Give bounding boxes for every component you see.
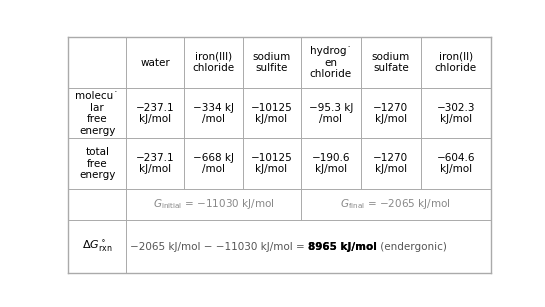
Text: −190.6
kJ/mol: −190.6 kJ/mol [312, 153, 350, 174]
Text: sodium
sulfite: sodium sulfite [252, 52, 290, 73]
Text: −604.6
kJ/mol: −604.6 kJ/mol [437, 153, 475, 174]
Text: sodium
sulfate: sodium sulfate [372, 52, 410, 73]
Text: −237.1
kJ/mol: −237.1 kJ/mol [136, 153, 174, 174]
Text: 8965 kJ/mol: 8965 kJ/mol [308, 242, 377, 252]
Text: −334 kJ
/mol: −334 kJ /mol [193, 103, 234, 124]
Text: −2065 kJ/mol − −11030 kJ/mol =: −2065 kJ/mol − −11030 kJ/mol = [130, 242, 308, 252]
Text: hydrog˙
en
chloride: hydrog˙ en chloride [310, 46, 352, 79]
Text: −1270
kJ/mol: −1270 kJ/mol [373, 153, 408, 174]
Text: (endergonic): (endergonic) [377, 242, 447, 252]
Text: molecu˙
lar
free
energy: molecu˙ lar free energy [76, 91, 119, 136]
Text: −302.3
kJ/mol: −302.3 kJ/mol [437, 103, 475, 124]
Text: total
free
energy: total free energy [79, 147, 116, 180]
Text: −1270
kJ/mol: −1270 kJ/mol [373, 103, 408, 124]
Text: −668 kJ
/mol: −668 kJ /mol [193, 153, 234, 174]
Text: −237.1
kJ/mol: −237.1 kJ/mol [136, 103, 174, 124]
Text: iron(III)
chloride: iron(III) chloride [192, 52, 234, 73]
Text: −10125
kJ/mol: −10125 kJ/mol [251, 153, 293, 174]
Text: iron(II)
chloride: iron(II) chloride [434, 52, 477, 73]
Text: −95.3 kJ
/mol: −95.3 kJ /mol [308, 103, 353, 124]
Text: $G_\mathrm{final}$ = −2065 kJ/mol: $G_\mathrm{final}$ = −2065 kJ/mol [340, 197, 451, 211]
Text: −10125
kJ/mol: −10125 kJ/mol [251, 103, 293, 124]
Text: water: water [141, 58, 170, 68]
Text: $G_\mathrm{initial}$ = −11030 kJ/mol: $G_\mathrm{initial}$ = −11030 kJ/mol [153, 197, 274, 211]
Text: 8965 kJ/mol: 8965 kJ/mol [308, 242, 377, 252]
Text: $\Delta G^\circ_\mathrm{rxn}$: $\Delta G^\circ_\mathrm{rxn}$ [82, 239, 112, 254]
